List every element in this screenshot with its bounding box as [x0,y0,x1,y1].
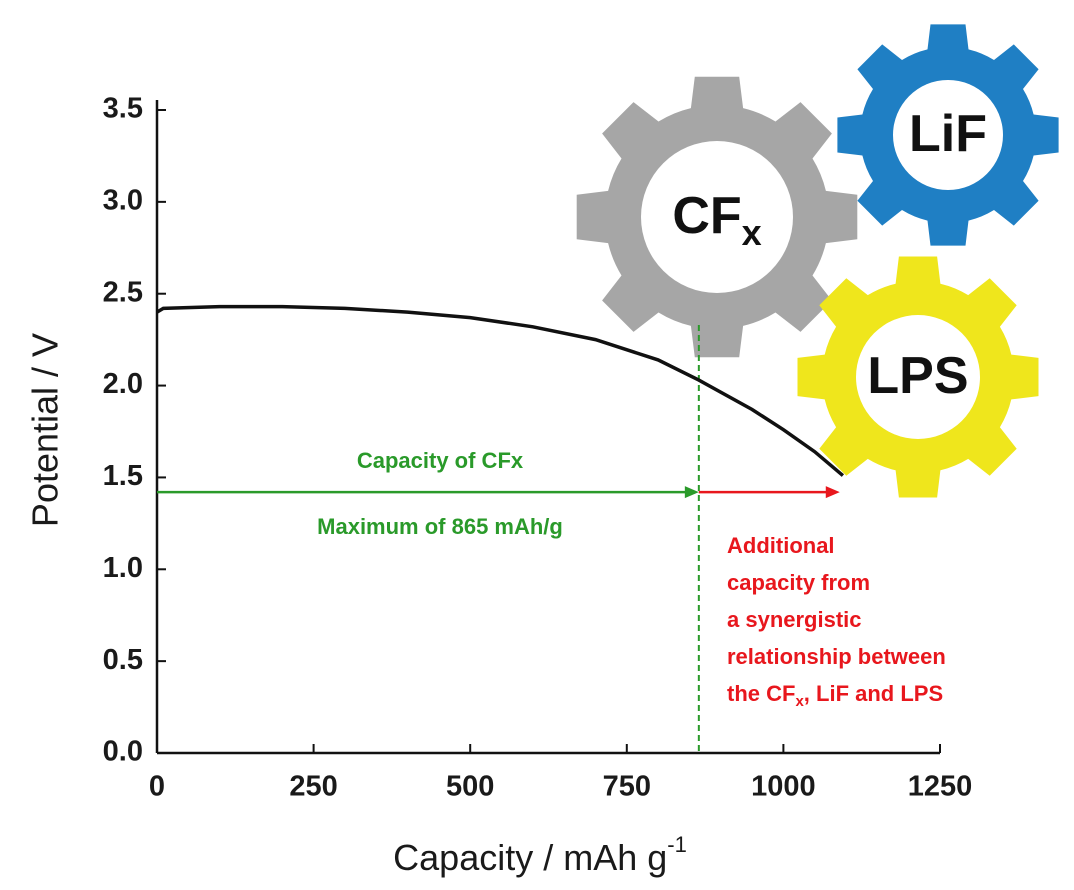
y-tick-label: 0.5 [103,644,143,676]
y-tick-label: 2.5 [103,276,143,308]
gear-label-main: LPS [867,347,968,405]
y-tick-label: 3.5 [103,93,143,125]
annotation-main: the CF [727,681,795,706]
gear-label: LiF [909,105,987,163]
x-axis-label-main: Capacity / mAh g [393,837,667,878]
y-tick-label: 1.0 [103,552,143,584]
arrow-head [826,486,840,498]
annotation: a synergistic [727,607,862,632]
x-tick-label: 250 [289,771,337,803]
y-tick-label: 3.0 [103,185,143,217]
annotation: relationship between [727,644,946,669]
y-tick-label: 0.0 [103,736,143,768]
gear-label: LPS [867,347,968,405]
x-tick-label: 500 [446,771,494,803]
annotation: the CFx, LiF and LPS [727,681,943,710]
annotation: Capacity of CFx [357,448,524,473]
y-axis-label: Potential / V [25,333,66,527]
gear-label-main: CF [672,187,741,245]
arrow-head [685,486,699,498]
x-axis-label-sup: -1 [667,832,687,857]
annotation-rest: , LiF and LPS [804,681,943,706]
x-tick-label: 750 [603,771,651,803]
annotation: Additional [727,533,835,558]
x-tick-label: 0 [149,771,165,803]
annotation: capacity from [727,570,870,595]
y-tick-label: 2.0 [103,368,143,400]
gear-label-main: LiF [909,105,987,163]
annotation: Maximum of 865 mAh/g [317,514,563,539]
x-tick-label: 1250 [908,771,973,803]
y-tick-label: 1.5 [103,460,143,492]
x-axis-label: Capacity / mAh g-1 [393,832,687,878]
gear-label-sub: x [742,212,762,253]
x-tick-label: 1000 [751,771,816,803]
chart: Potential / V Capacity / mAh g-1 LiF CFx L… [0,0,1074,890]
